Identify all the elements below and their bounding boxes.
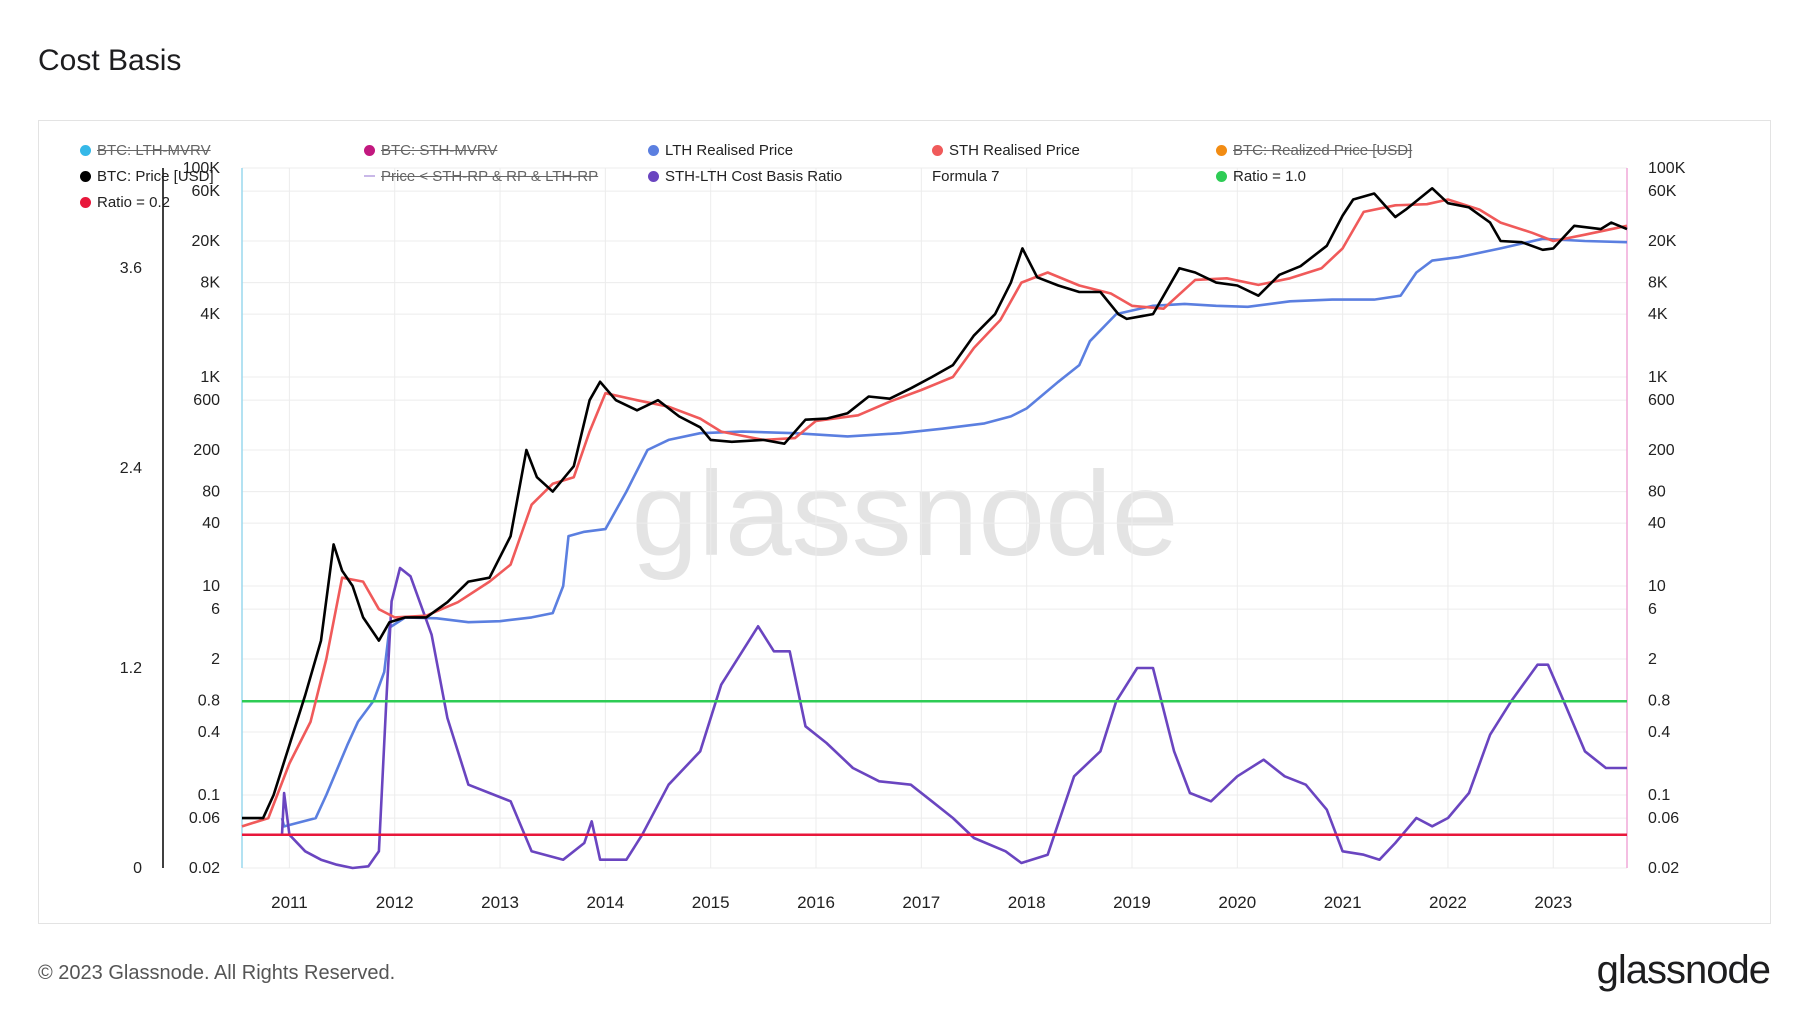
price-tick-label-right: 10 [1648, 578, 1666, 595]
legend-label: STH Realised Price [949, 142, 1080, 159]
price-tick-label-left: 0.1 [198, 787, 220, 804]
legend-marker-icon [932, 145, 943, 156]
price-tick-label-left: 80 [202, 484, 220, 501]
price-tick-label-right: 40 [1648, 515, 1666, 532]
legend-item-ratio-0-2[interactable]: Ratio = 0.2 [80, 194, 170, 211]
legend-label: BTC: LTH-MVRV [97, 142, 211, 159]
price-tick-label-left: 40 [202, 515, 220, 532]
legend-label: STH-LTH Cost Basis Ratio [665, 168, 843, 185]
x-tick-label: 2016 [797, 893, 835, 912]
x-tick-label: 2014 [586, 893, 624, 912]
legend-label: BTC: Price [USD] [97, 168, 214, 185]
legend-item-btc-realized-price-usd[interactable]: BTC: Realized Price [USD] [1216, 142, 1412, 159]
price-tick-label-right: 80 [1648, 484, 1666, 501]
x-tick-label: 2022 [1429, 893, 1467, 912]
watermark: glassnode [631, 447, 1178, 581]
chart-legend: BTC: LTH-MVRV BTC: STH-MVRV LTH Realised P… [0, 0, 1800, 220]
price-tick-label-right: 6 [1648, 601, 1657, 618]
legend-marker-icon [364, 145, 375, 156]
price-tick-label-left: 0.02 [189, 860, 220, 877]
ratio-tick-label: 3.6 [120, 260, 142, 277]
price-tick-label-right: 200 [1648, 442, 1675, 459]
legend-marker-icon [80, 197, 91, 208]
ratio-tick-label: 1.2 [120, 660, 142, 677]
ratio-tick-label: 2.4 [120, 460, 142, 477]
price-tick-label-left: 4K [200, 306, 220, 323]
legend-label: LTH Realised Price [665, 142, 794, 159]
price-tick-label-right: 2 [1648, 651, 1657, 668]
legend-item-btc-price-usd[interactable]: BTC: Price [USD] [80, 168, 214, 185]
legend-item-sth-lth-cost-basis-ratio[interactable]: STH-LTH Cost Basis Ratio [648, 168, 842, 185]
price-tick-label-right: 60K [1648, 183, 1677, 200]
x-tick-label: 2023 [1534, 893, 1572, 912]
legend-label: Formula 7 [932, 168, 1000, 185]
price-tick-label-right: 100K [1648, 160, 1686, 177]
legend-item-ratio-1-0[interactable]: Ratio = 1.0 [1216, 168, 1306, 185]
price-tick-label-left: 100K [183, 160, 221, 177]
price-tick-label-left: 200 [193, 442, 220, 459]
price-tick-label-right: 20K [1648, 233, 1677, 250]
x-tick-label: 2017 [902, 893, 940, 912]
price-tick-label-right: 0.02 [1648, 860, 1679, 877]
legend-label: Ratio = 0.2 [97, 194, 170, 211]
price-tick-label-right: 0.4 [1648, 724, 1670, 741]
price-tick-label-left: 60K [192, 183, 221, 200]
series-btc-price-usd [242, 187, 1628, 820]
x-tick-label: 2011 [271, 893, 308, 912]
price-tick-label-left: 20K [192, 233, 221, 250]
legend-item-btc-lth-mvrv[interactable]: BTC: LTH-MVRV [80, 142, 211, 159]
price-tick-label-left: 10 [202, 578, 220, 595]
legend-marker-icon [648, 171, 659, 182]
price-tick-label-right: 600 [1648, 392, 1675, 409]
legend-marker-icon [1216, 145, 1227, 156]
legend-label: Ratio = 1.0 [1233, 168, 1306, 185]
legend-item-btc-sth-mvrv[interactable]: BTC: STH-MVRV [364, 142, 497, 159]
price-tick-label-right: 0.06 [1648, 810, 1679, 827]
legend-label: BTC: Realized Price [USD] [1233, 142, 1413, 159]
x-tick-label: 2015 [692, 893, 730, 912]
series-lth-realised-price [280, 237, 1628, 828]
series-sth-lth-cost-basis-ratio [280, 566, 1627, 870]
footer-copyright: © 2023 Glassnode. All Rights Reserved. [38, 962, 396, 984]
legend-label: Price < STH-RP & RP & LTH-RP [381, 168, 599, 185]
legend-marker-icon [648, 145, 659, 156]
price-tick-label-left: 1K [200, 369, 220, 386]
price-tick-label-left: 6 [211, 601, 220, 618]
ratio-tick-label: 0 [133, 860, 142, 877]
price-tick-label-right: 8K [1648, 275, 1668, 292]
price-tick-label-right: 0.8 [1648, 693, 1670, 710]
chart-frame [38, 120, 1771, 924]
x-tick-label: 2019 [1113, 893, 1151, 912]
price-tick-label-left: 600 [193, 392, 220, 409]
legend-item-price-sth-rp-rp-lth-rp[interactable]: Price < STH-RP & RP & LTH-RP [364, 168, 598, 185]
x-tick-label: 2012 [376, 893, 414, 912]
legend-marker-icon [80, 171, 91, 182]
x-tick-label: 2013 [481, 893, 519, 912]
legend-marker-icon [1216, 171, 1227, 182]
x-tick-label: 2021 [1324, 893, 1362, 912]
legend-item-lth-realised-price[interactable]: LTH Realised Price [648, 142, 793, 159]
price-tick-label-right: 0.1 [1648, 787, 1670, 804]
price-tick-label-right: 1K [1648, 369, 1668, 386]
legend-label: BTC: STH-MVRV [381, 142, 498, 159]
footer-logo: glassnode [1596, 948, 1771, 992]
price-tick-label-left: 0.8 [198, 693, 220, 710]
legend-marker-icon [80, 145, 91, 156]
x-tick-label: 2020 [1218, 893, 1256, 912]
price-tick-label-left: 0.4 [198, 724, 220, 741]
legend-item-sth-realised-price[interactable]: STH Realised Price [932, 142, 1080, 159]
page-title: Cost Basis [38, 44, 182, 77]
price-tick-label-left: 8K [200, 275, 220, 292]
price-tick-label-right: 4K [1648, 306, 1668, 323]
x-tick-label: 2018 [1008, 893, 1046, 912]
price-tick-label-left: 2 [211, 651, 220, 668]
legend-marker-icon [364, 175, 375, 177]
price-tick-label-left: 0.06 [189, 810, 220, 827]
legend-item-formula-7[interactable]: Formula 7 [932, 168, 1000, 185]
